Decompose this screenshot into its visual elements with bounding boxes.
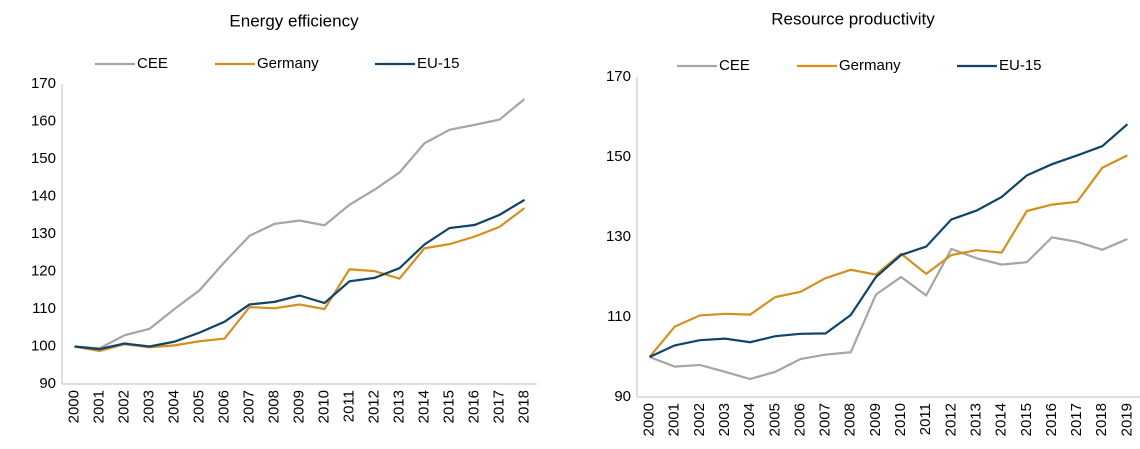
x-tick-label: 2011 [917,403,934,435]
series-line [648,154,1128,358]
x-tick-label: 2011 [340,390,357,422]
x-tick-label: 2000 [65,390,82,423]
x-tick-label: 2008 [265,390,282,423]
y-tick-label: 90 [39,375,56,392]
y-tick-label: 110 [32,300,56,317]
legend-label: Germany [257,55,319,72]
x-tick-label: 2001 [90,390,107,423]
series-line [74,98,526,350]
x-tick-label: 2012 [365,390,382,423]
x-tick-label: 2007 [817,403,834,436]
legend-label: Germany [839,57,901,74]
x-tick-label: 2002 [115,390,132,423]
x-tick-label: 2008 [842,403,859,436]
x-tick-label: 2005 [190,390,207,423]
series-line [649,123,1129,358]
x-tick-label: 2018 [515,390,532,423]
y-tick-label: 170 [31,75,56,92]
y-tick-label: 160 [31,112,56,129]
x-tick-label: 2018 [1093,403,1110,436]
legend-label: EU-15 [417,55,460,72]
series-line [74,207,526,353]
x-tick-label: 2006 [791,403,808,436]
y-tick-label: 130 [31,225,56,242]
x-tick-label: 2004 [741,403,758,436]
x-tick-label: 2015 [440,390,457,423]
y-tick-label: 130 [606,228,631,245]
y-tick-label: 150 [606,148,631,165]
chart-title: Resource productivity [771,9,935,28]
x-tick-label: 2012 [942,403,959,436]
legend-label: CEE [137,55,168,72]
series-line [649,236,1128,381]
legend-label: CEE [719,57,750,74]
x-tick-label: 2001 [666,403,683,436]
x-tick-label: 2013 [967,403,984,436]
y-tick-label: 170 [606,68,631,85]
x-tick-label: 2013 [390,390,407,423]
y-tick-label: 140 [31,187,56,204]
x-tick-label: 2009 [867,403,884,436]
x-tick-label: 2015 [1018,403,1035,436]
x-tick-label: 2006 [215,390,232,423]
y-tick-label: 100 [31,337,56,354]
chart-title: Energy efficiency [229,11,359,30]
x-tick-label: 2014 [415,390,432,423]
x-tick-label: 2016 [465,390,482,423]
x-tick-label: 2003 [140,390,157,423]
x-tick-label: 2007 [240,390,257,423]
x-tick-label: 2003 [716,403,733,436]
x-tick-label: 2017 [490,390,507,423]
series-line [74,198,526,351]
x-tick-label: 2004 [165,390,182,423]
y-tick-label: 120 [31,262,56,279]
x-tick-label: 2014 [993,403,1010,436]
x-tick-label: 2002 [691,403,708,436]
x-tick-label: 2016 [1043,403,1060,436]
x-tick-label: 2019 [1118,403,1135,436]
x-tick-label: 2009 [290,390,307,423]
x-tick-label: 2000 [641,403,658,436]
legend-label: EU-15 [999,57,1042,74]
y-tick-label: 150 [31,150,56,167]
y-tick-label: 110 [607,308,631,325]
x-tick-label: 2010 [315,390,332,423]
y-tick-label: 90 [614,388,631,405]
x-tick-label: 2010 [892,403,909,436]
x-tick-label: 2005 [766,403,783,436]
x-tick-label: 2017 [1068,403,1085,436]
